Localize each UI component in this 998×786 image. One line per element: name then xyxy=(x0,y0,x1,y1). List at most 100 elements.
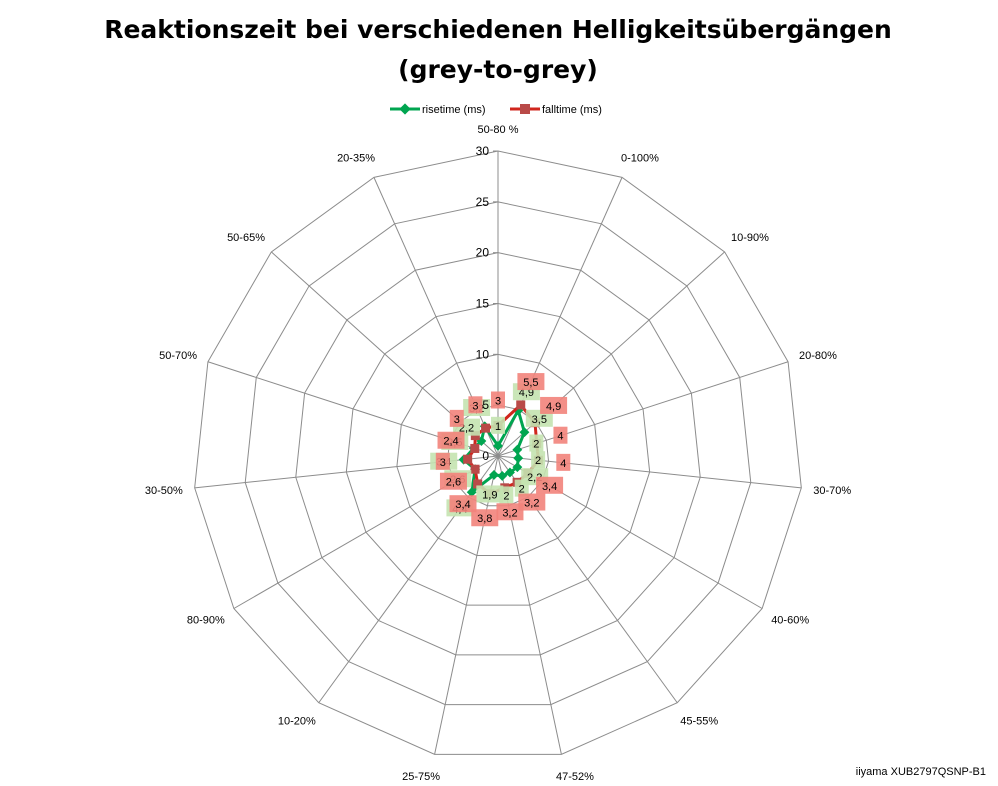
category-label: 45-55% xyxy=(680,716,718,728)
risetime-label-bg xyxy=(514,479,529,497)
risetime-data-label: 2 xyxy=(503,490,509,502)
risetime-point xyxy=(466,487,477,498)
chart-title-line-2: (grey-to-grey) xyxy=(398,55,598,84)
radial-tick-label: 30 xyxy=(476,144,490,158)
radial-tick-labels: 0 5 10 15 20 25 30 xyxy=(476,144,490,463)
grid-ring-15 xyxy=(345,302,651,606)
falltime-data-label: 3 xyxy=(454,414,460,426)
risetime-data-label: 3,5 xyxy=(532,414,547,426)
category-label: 20-80% xyxy=(799,350,837,362)
radar-grid xyxy=(194,150,802,755)
falltime-label-bg xyxy=(491,391,505,409)
falltime-label-bg xyxy=(439,472,467,490)
legend-item-risetime: risetime (ms) xyxy=(390,103,486,116)
grid-spoke xyxy=(497,361,789,457)
falltime-point xyxy=(463,454,473,464)
falltime-label-bg xyxy=(437,431,465,449)
risetime-point xyxy=(489,469,499,480)
risetime-label-bg xyxy=(491,416,505,434)
risetime-label-bg xyxy=(476,485,504,503)
falltime-data-label: 3,4 xyxy=(455,499,470,511)
category-label: 30-70% xyxy=(813,485,851,497)
falltime-data-label: 5,5 xyxy=(523,377,538,389)
category-label: 0-100% xyxy=(621,152,659,164)
risetime-point xyxy=(497,470,508,481)
category-label: 40-60% xyxy=(771,615,809,627)
falltime-data-label: 3 xyxy=(440,457,446,469)
category-label: 80-90% xyxy=(187,615,225,627)
grid-spoke xyxy=(497,455,802,489)
risetime-point xyxy=(512,462,523,473)
radial-tick-label: 25 xyxy=(476,195,490,209)
grid-ring-25 xyxy=(244,201,752,706)
radial-tick-label: 15 xyxy=(476,297,490,311)
category-label: 50-80 % xyxy=(478,124,519,136)
radial-tick-label: 20 xyxy=(476,246,490,260)
legend-item-falltime: falltime (ms) xyxy=(510,104,602,116)
risetime-label-bg xyxy=(529,434,544,452)
falltime-data-label: 2,4 xyxy=(443,436,458,448)
risetime-point xyxy=(512,444,523,455)
risetime-label-bg xyxy=(531,451,546,469)
chart-title-line-1: Reaktionszeit bei verschiedenen Helligke… xyxy=(104,15,892,44)
category-label: 47-52% xyxy=(556,771,594,783)
falltime-point xyxy=(470,443,480,453)
risetime-data-label: 2 xyxy=(519,484,525,496)
risetime-data-label: 1 xyxy=(495,421,501,433)
risetime-point xyxy=(513,453,524,464)
falltime-label-bg xyxy=(468,396,483,414)
falltime-data-label: 3 xyxy=(495,396,501,408)
grid-ring-30 xyxy=(194,150,802,755)
legend: risetime (ms) falltime (ms) xyxy=(390,103,602,116)
risetime-data-label: 1,9 xyxy=(482,489,497,501)
falltime-label-bg xyxy=(518,493,546,511)
legend-marker-falltime xyxy=(520,104,530,114)
legend-label-falltime: falltime (ms) xyxy=(542,104,602,116)
risetime-data-label: 4,9 xyxy=(519,387,534,399)
falltime-point xyxy=(481,423,491,433)
category-label: 10-20% xyxy=(278,716,316,728)
falltime-data-label: 3,2 xyxy=(502,507,517,519)
falltime-data-label: 3,2 xyxy=(524,498,539,510)
falltime-label-bg xyxy=(517,373,545,391)
category-label: 10-90% xyxy=(731,232,769,244)
data-labels: 14,93,5222,2221,94,42,63,42,52,23,235,54… xyxy=(430,373,571,527)
falltime-label-bg xyxy=(536,476,564,494)
category-label: 20-35% xyxy=(337,152,375,164)
falltime-data-label: 3 xyxy=(472,400,478,412)
falltime-point xyxy=(470,464,480,474)
risetime-point xyxy=(519,427,530,438)
radial-tick-label: 0 xyxy=(482,449,489,463)
falltime-label-bg xyxy=(435,452,450,470)
grid-spoke xyxy=(434,455,499,755)
risetime-point xyxy=(505,467,515,478)
falltime-data-label: 2,6 xyxy=(446,477,461,489)
category-label: 25-75% xyxy=(402,771,440,783)
falltime-data-label: 3,4 xyxy=(542,481,557,493)
falltime-label-bg xyxy=(553,426,568,444)
category-label: 30-50% xyxy=(145,485,183,497)
category-label: 50-70% xyxy=(159,350,197,362)
falltime-data-label: 4,9 xyxy=(546,401,561,413)
falltime-label-bg xyxy=(449,409,464,427)
risetime-label-bg xyxy=(525,409,553,427)
footer-model-label: iiyama XUB2797QSNP-B1 xyxy=(856,766,986,778)
grid-ring-10 xyxy=(396,353,600,556)
falltime-label-bg xyxy=(449,495,477,513)
falltime-data-label: 4 xyxy=(557,431,563,443)
risetime-data-label: 2 xyxy=(535,455,541,467)
falltime-point xyxy=(516,400,526,410)
category-label: 50-65% xyxy=(227,232,265,244)
category-labels: 50-80 % 0-100% 10-90% 20-80% 30-70% 40-60% 45-… xyxy=(145,124,851,783)
falltime-point xyxy=(473,479,483,489)
falltime-label-bg xyxy=(471,509,499,527)
legend-marker-risetime xyxy=(399,103,411,115)
grid-ring-20 xyxy=(295,252,701,656)
falltime-label-bg xyxy=(540,396,568,414)
falltime-data-label: 3,8 xyxy=(477,513,492,525)
falltime-data-label: 4 xyxy=(560,458,566,470)
radial-tick-label: 5 xyxy=(482,398,489,412)
legend-label-risetime: risetime (ms) xyxy=(422,104,486,116)
risetime-point xyxy=(493,440,503,451)
